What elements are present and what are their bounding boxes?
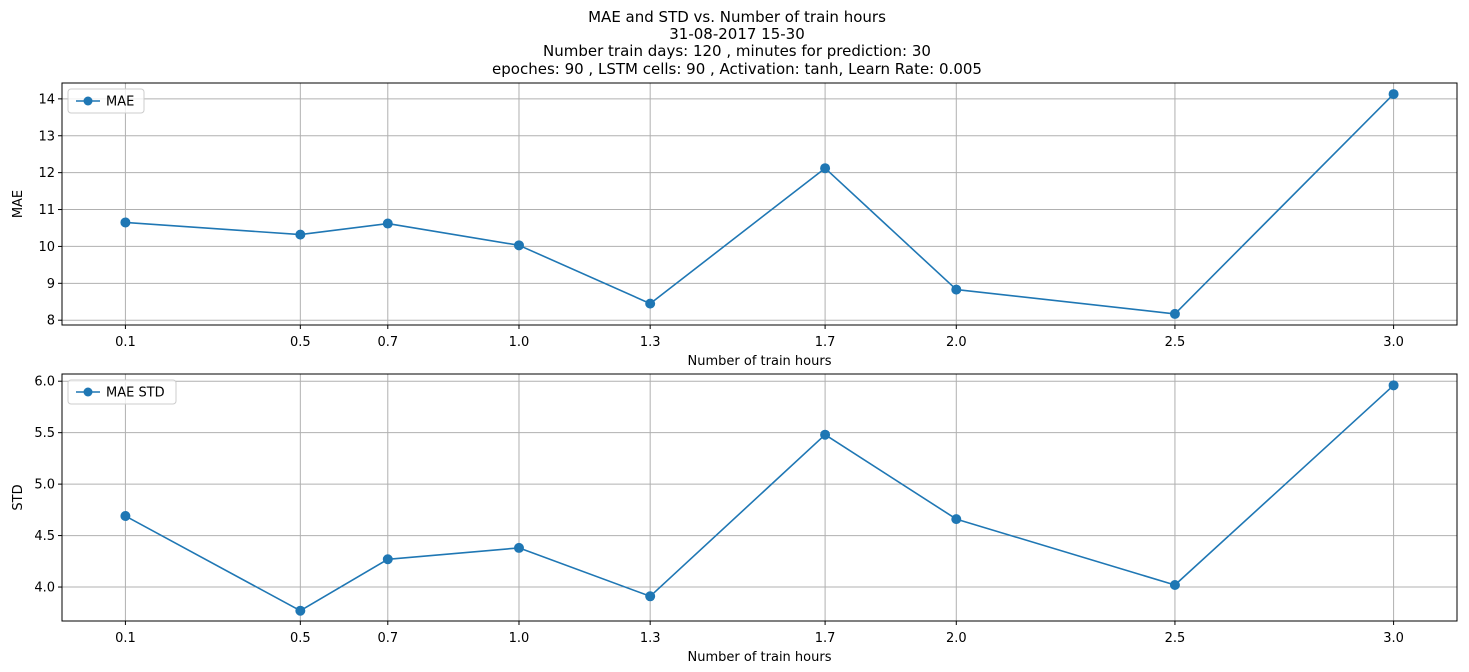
y-tick-label: 13 xyxy=(38,129,55,144)
data-point xyxy=(645,591,656,602)
legend-label: MAE xyxy=(106,95,134,110)
axes-frame xyxy=(61,373,1458,622)
data-point xyxy=(820,429,831,440)
x-tick-label: 3.0 xyxy=(1383,631,1404,646)
x-tick-label: 2.0 xyxy=(946,631,967,646)
y-tick-label: 8 xyxy=(47,314,55,329)
y-tick-label: 10 xyxy=(38,240,55,255)
data-point xyxy=(1169,308,1180,319)
x-tick-label: 0.1 xyxy=(115,631,136,646)
legend-marker xyxy=(83,387,93,397)
y-axis-label: MAE xyxy=(11,190,26,218)
x-tick-label: 0.1 xyxy=(115,335,136,350)
data-point xyxy=(295,605,306,616)
y-tick-label: 12 xyxy=(38,166,55,181)
x-tick-label: 2.5 xyxy=(1165,631,1186,646)
y-tick-label: 4.0 xyxy=(34,581,55,596)
x-tick-label: 1.3 xyxy=(640,631,661,646)
chart-title-line-1: MAE and STD vs. Number of train hours xyxy=(588,8,886,26)
x-tick-label: 0.7 xyxy=(377,335,398,350)
chart-title-line-4: epoches: 90 , LSTM cells: 90 , Activatio… xyxy=(492,60,982,78)
legend-label: MAE STD xyxy=(106,386,165,401)
data-point xyxy=(1169,579,1180,590)
y-tick-label: 5.0 xyxy=(34,478,55,493)
x-tick-label: 2.5 xyxy=(1165,335,1186,350)
y-tick-label: 11 xyxy=(38,203,55,218)
axes-frame xyxy=(61,82,1458,326)
y-tick-label: 5.5 xyxy=(34,426,55,441)
y-tick-label: 6.0 xyxy=(34,375,55,390)
x-axis-label: Number of train hours xyxy=(688,650,832,665)
legend-marker xyxy=(83,96,93,106)
data-point xyxy=(120,511,131,522)
legend-box xyxy=(67,379,177,405)
mae-subplot: 0.1 0.5 0.7 1.0 1.3 1.7 2.0 2.5 3.0 8 9 10 11 12 13 14 N… xyxy=(11,82,1458,369)
y-tick-label: 4.5 xyxy=(34,529,55,544)
x-axis-label: Number of train hours xyxy=(688,354,832,369)
data-point xyxy=(820,163,831,174)
data-point xyxy=(645,298,656,309)
data-point xyxy=(1388,89,1399,100)
x-tick-label: 2.0 xyxy=(946,335,967,350)
x-tick-label: 1.3 xyxy=(640,335,661,350)
data-point xyxy=(951,514,962,525)
chart-title-line-2: 31-08-2017 15-30 xyxy=(669,25,805,43)
x-tick-label: 0.7 xyxy=(377,631,398,646)
chart-title-line-3: Number train days: 120 , minutes for pre… xyxy=(543,42,931,60)
y-axis-label: STD xyxy=(11,484,26,510)
x-tick-label: 1.0 xyxy=(509,631,530,646)
data-point xyxy=(1388,380,1399,391)
std-subplot: 0.1 0.5 0.7 1.0 1.3 1.7 2.0 2.5 3.0 4.0 4.5 5.0 5.5 6… xyxy=(11,373,1458,665)
data-point xyxy=(513,542,524,553)
data-point xyxy=(295,229,306,240)
y-tick-label: 9 xyxy=(47,277,55,292)
x-tick-label: 1.7 xyxy=(815,631,836,646)
legend-box xyxy=(67,88,145,114)
x-tick-label: 0.5 xyxy=(290,631,311,646)
data-point xyxy=(951,284,962,295)
x-tick-label: 3.0 xyxy=(1383,335,1404,350)
data-point xyxy=(382,218,393,229)
data-point xyxy=(513,240,524,251)
x-tick-label: 1.0 xyxy=(509,335,530,350)
data-point xyxy=(120,217,131,228)
x-tick-label: 0.5 xyxy=(290,335,311,350)
data-point xyxy=(382,554,393,565)
y-tick-label: 14 xyxy=(38,92,55,107)
x-tick-label: 1.7 xyxy=(815,335,836,350)
